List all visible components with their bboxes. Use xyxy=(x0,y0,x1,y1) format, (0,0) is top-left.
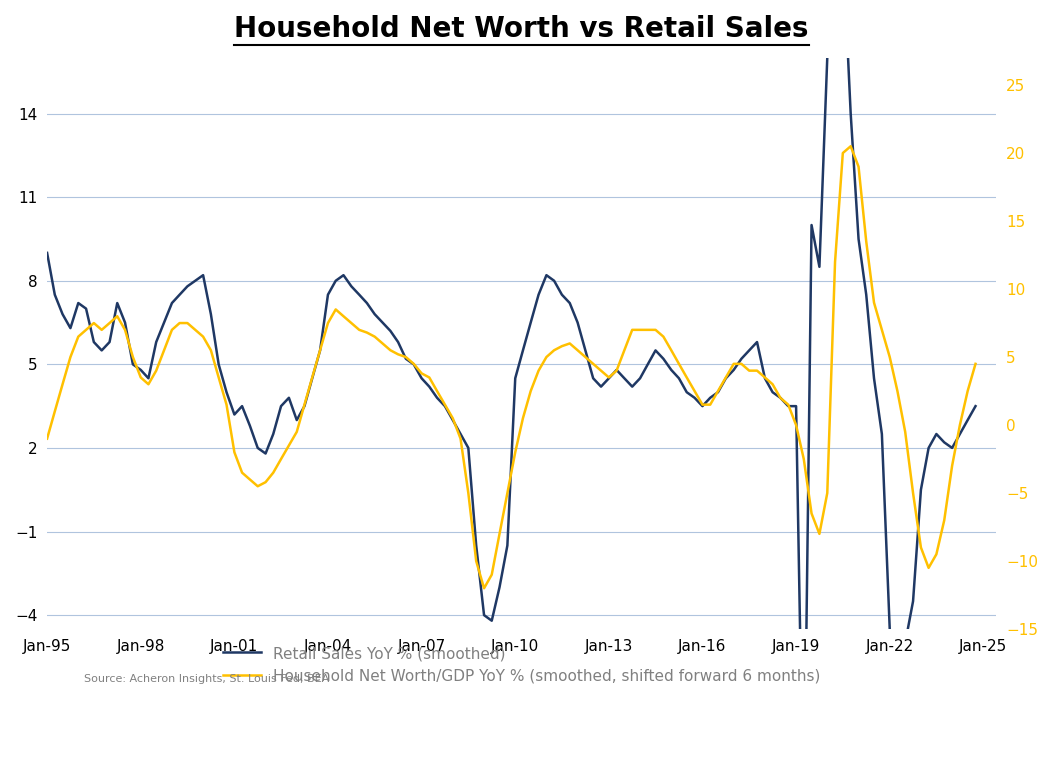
Text: Source: Acheron Insights, St. Louis Fed, BEA: Source: Acheron Insights, St. Louis Fed,… xyxy=(84,674,330,684)
Legend: Retail Sales YoY % (smoothed), Household Net Worth/GDP YoY % (smoothed, shifted : Retail Sales YoY % (smoothed), Household… xyxy=(217,640,827,690)
Title: Household Net Worth vs Retail Sales: Household Net Worth vs Retail Sales xyxy=(235,15,809,43)
